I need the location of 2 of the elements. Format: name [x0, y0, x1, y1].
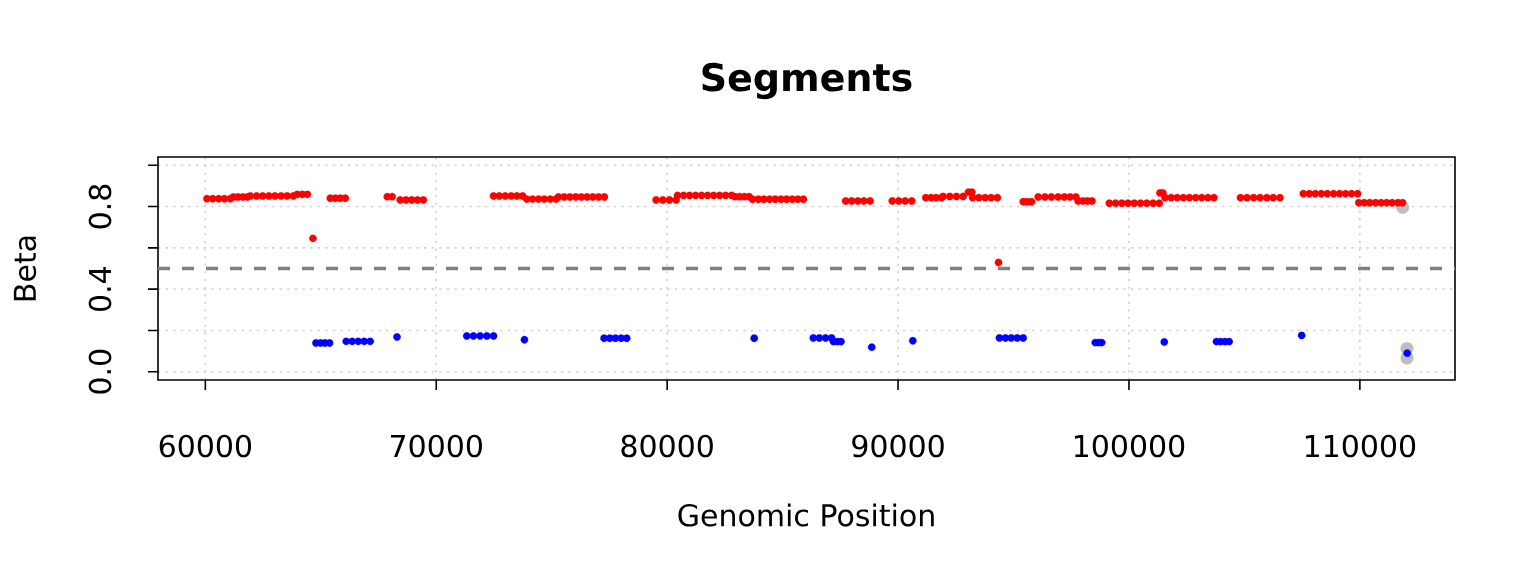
- x-tick-label: 110000: [1305, 434, 1416, 458]
- x-tick-label: 100000: [1075, 434, 1185, 458]
